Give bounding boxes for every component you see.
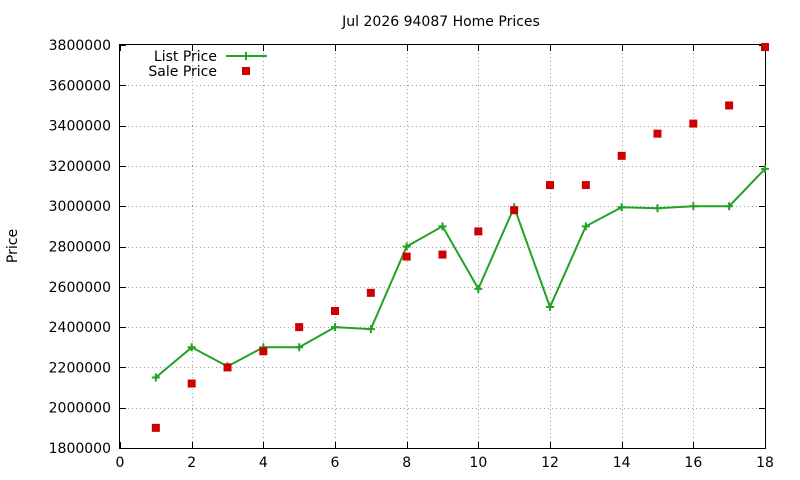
series-sale-price	[151, 43, 769, 432]
sale-price-point	[223, 363, 232, 372]
legend-label: Sale Price	[148, 64, 217, 80]
x-tick-label: 6	[331, 455, 340, 471]
list-price-point	[331, 323, 339, 332]
sale-price-point	[581, 181, 590, 190]
x-tick-label: 14	[613, 455, 631, 471]
list-price-point	[438, 222, 447, 231]
sale-price-point	[761, 43, 769, 52]
y-tick-label: 3600000	[49, 78, 111, 94]
sale-price-point	[689, 119, 698, 128]
legend-label: List Price	[154, 49, 217, 65]
sale-price-point	[438, 250, 447, 259]
x-tick-label: 16	[684, 455, 702, 471]
list-price-point	[653, 204, 662, 213]
x-tick-label: 10	[469, 455, 487, 471]
list-price-point	[187, 343, 196, 352]
sale-price-point	[151, 423, 160, 432]
list-price-point	[581, 222, 590, 231]
sale-price-point	[402, 252, 411, 261]
list-price-line	[155, 168, 766, 379]
list-price-point	[617, 203, 626, 212]
y-tick-label: 3800000	[49, 38, 111, 54]
list-price-point	[295, 343, 304, 352]
list-price-point	[546, 302, 554, 311]
y-tick-label: 2800000	[49, 240, 111, 256]
x-tick-label: 8	[402, 455, 411, 471]
sale-price-point	[366, 288, 375, 297]
series-list-price	[151, 164, 769, 382]
legend-swatch-cross	[242, 52, 250, 60]
y-tick-label: 3000000	[49, 199, 111, 215]
chart-title: Jul 2026 94087 Home Prices	[341, 14, 540, 30]
y-tick-label: 3200000	[49, 159, 111, 175]
sale-price-point	[474, 227, 483, 236]
list-price-point	[474, 284, 483, 293]
grid-layer	[120, 45, 765, 448]
x-tick-label: 2	[187, 455, 196, 471]
ticks-layer: 0 2 4 6 8 10 12 14 16 18 1800000 2000000 2200000 2400…	[49, 38, 774, 471]
sale-price-point	[510, 206, 519, 215]
x-tick-label: 4	[259, 455, 268, 471]
series-layer	[151, 43, 769, 432]
y-tick-label: 2000000	[49, 401, 111, 417]
x-tick-label: 18	[756, 455, 774, 471]
y-tick-label: 2400000	[49, 320, 111, 336]
y-axis-label: Price	[5, 229, 21, 263]
y-tick-label: 2600000	[49, 280, 111, 296]
x-tick-label: 0	[116, 455, 125, 471]
list-price-point	[761, 164, 769, 173]
y-tick-label: 1800000	[49, 441, 111, 457]
sale-price-point	[259, 347, 268, 356]
plot-frame	[119, 44, 766, 449]
sale-price-point	[295, 323, 304, 332]
list-price-point	[402, 242, 411, 251]
y-tick-label: 2200000	[49, 360, 111, 376]
x-tick-label: 12	[541, 455, 559, 471]
list-price-point	[366, 325, 375, 334]
list-price-point	[689, 202, 698, 211]
sale-price-point	[331, 306, 339, 315]
sale-price-point	[546, 181, 554, 190]
legend-swatch-square	[242, 67, 250, 75]
sale-price-point	[725, 101, 734, 110]
list-price-point	[725, 202, 734, 211]
sale-price-point	[653, 129, 662, 138]
y-tick-label: 3400000	[49, 119, 111, 135]
sale-price-point	[187, 379, 196, 388]
list-price-point	[151, 373, 160, 382]
sale-price-point	[617, 151, 626, 160]
